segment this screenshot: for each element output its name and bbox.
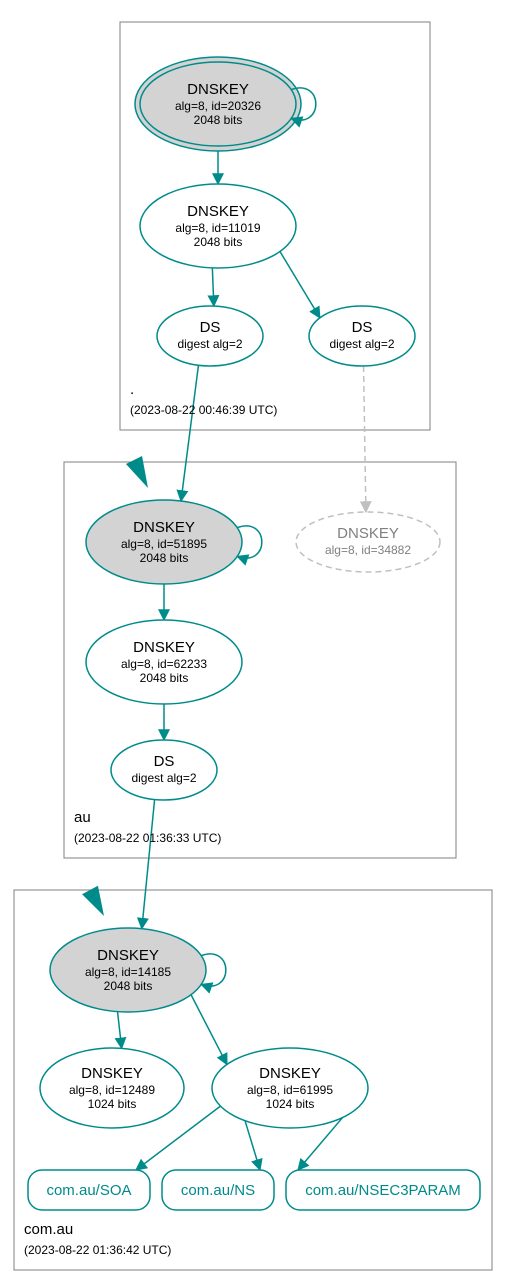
node-title: DNSKEY: [187, 81, 249, 98]
node-line2: alg=8, id=61995: [247, 1083, 333, 1097]
zone-label-root: .: [130, 381, 134, 398]
node-au_ksk: DNSKEYalg=8, id=518952048 bits: [86, 500, 262, 584]
node-line2: alg=8, id=12489: [69, 1083, 155, 1097]
edge-root_zsk-root_ds1: [212, 268, 214, 306]
node-au_zsk: DNSKEYalg=8, id=622332048 bits: [86, 620, 242, 704]
edge-root_ds2-au_dashed: [364, 366, 366, 512]
node-title: DNSKEY: [133, 639, 195, 656]
node-line2: digest alg=2: [131, 771, 196, 785]
node-line2: alg=8, id=51895: [121, 537, 207, 551]
edge-au_ds-comau_ksk: [142, 800, 155, 929]
node-title: DNSKEY: [337, 525, 399, 542]
node-line3: 1024 bits: [266, 1097, 315, 1111]
node-line3: 2048 bits: [194, 235, 243, 249]
node-comau_soa: com.au/SOA: [28, 1170, 150, 1210]
node-comau_nsec3: com.au/NSEC3PARAM: [286, 1170, 480, 1210]
node-title: DNSKEY: [133, 519, 195, 536]
zone-timestamp-root: (2023-08-22 00:46:39 UTC): [130, 403, 277, 417]
node-title: DNSKEY: [187, 203, 249, 220]
edge-root_ds1-au_ksk: [181, 365, 198, 501]
node-line3: 2048 bits: [140, 671, 189, 685]
node-line3: 2048 bits: [140, 551, 189, 565]
node-title: DS: [154, 753, 175, 770]
edge-comau_ksk-comau_zsk1: [118, 1012, 122, 1049]
rr-label: com.au/NSEC3PARAM: [305, 1182, 461, 1199]
node-line2: digest alg=2: [329, 337, 394, 351]
edge-comau_zsk2-comau_ns: [245, 1121, 260, 1170]
zone-label-au: au: [74, 809, 91, 826]
edge-root_zsk-root_ds2: [280, 251, 320, 317]
edge-comau_ksk-comau_zsk2: [191, 995, 227, 1065]
node-line2: alg=8, id=11019: [175, 221, 261, 235]
rr-label: com.au/SOA: [46, 1182, 131, 1199]
node-root_ds1: DSdigest alg=2: [157, 306, 263, 366]
zone-timestamp-comau: (2023-08-22 01:36:42 UTC): [24, 1243, 171, 1257]
node-title: DS: [352, 319, 373, 336]
node-root_ksk: DNSKEYalg=8, id=203262048 bits: [135, 57, 316, 151]
node-comau_ksk: DNSKEYalg=8, id=141852048 bits: [50, 928, 226, 1012]
zone-timestamp-au: (2023-08-22 01:36:33 UTC): [74, 831, 221, 845]
node-line2: digest alg=2: [177, 337, 242, 351]
node-comau_zsk1: DNSKEYalg=8, id=124891024 bits: [40, 1048, 184, 1128]
node-root_zsk: DNSKEYalg=8, id=110192048 bits: [140, 184, 296, 268]
node-title: DS: [200, 319, 221, 336]
node-line2: alg=8, id=62233: [121, 657, 207, 671]
node-line3: 1024 bits: [88, 1097, 137, 1111]
node-line2: alg=8, id=34882: [325, 543, 411, 557]
zone-entry-arrow: [126, 456, 148, 488]
node-comau_zsk2: DNSKEYalg=8, id=619951024 bits: [212, 1048, 368, 1128]
rr-label: com.au/NS: [181, 1182, 255, 1199]
node-au_dashed: DNSKEYalg=8, id=34882: [296, 512, 440, 572]
zone-label-comau: com.au: [24, 1221, 73, 1238]
node-line3: 2048 bits: [194, 113, 243, 127]
dnssec-diagram: DNSKEYalg=8, id=203262048 bitsDNSKEYalg=…: [0, 0, 507, 1278]
node-title: DNSKEY: [259, 1065, 321, 1082]
node-line2: alg=8, id=14185: [85, 965, 171, 979]
node-root_ds2: DSdigest alg=2: [309, 306, 415, 366]
node-au_ds: DSdigest alg=2: [111, 740, 217, 800]
node-line2: alg=8, id=20326: [175, 99, 261, 113]
node-title: DNSKEY: [97, 947, 159, 964]
node-comau_ns: com.au/NS: [162, 1170, 274, 1210]
node-title: DNSKEY: [81, 1065, 143, 1082]
node-line3: 2048 bits: [104, 979, 153, 993]
